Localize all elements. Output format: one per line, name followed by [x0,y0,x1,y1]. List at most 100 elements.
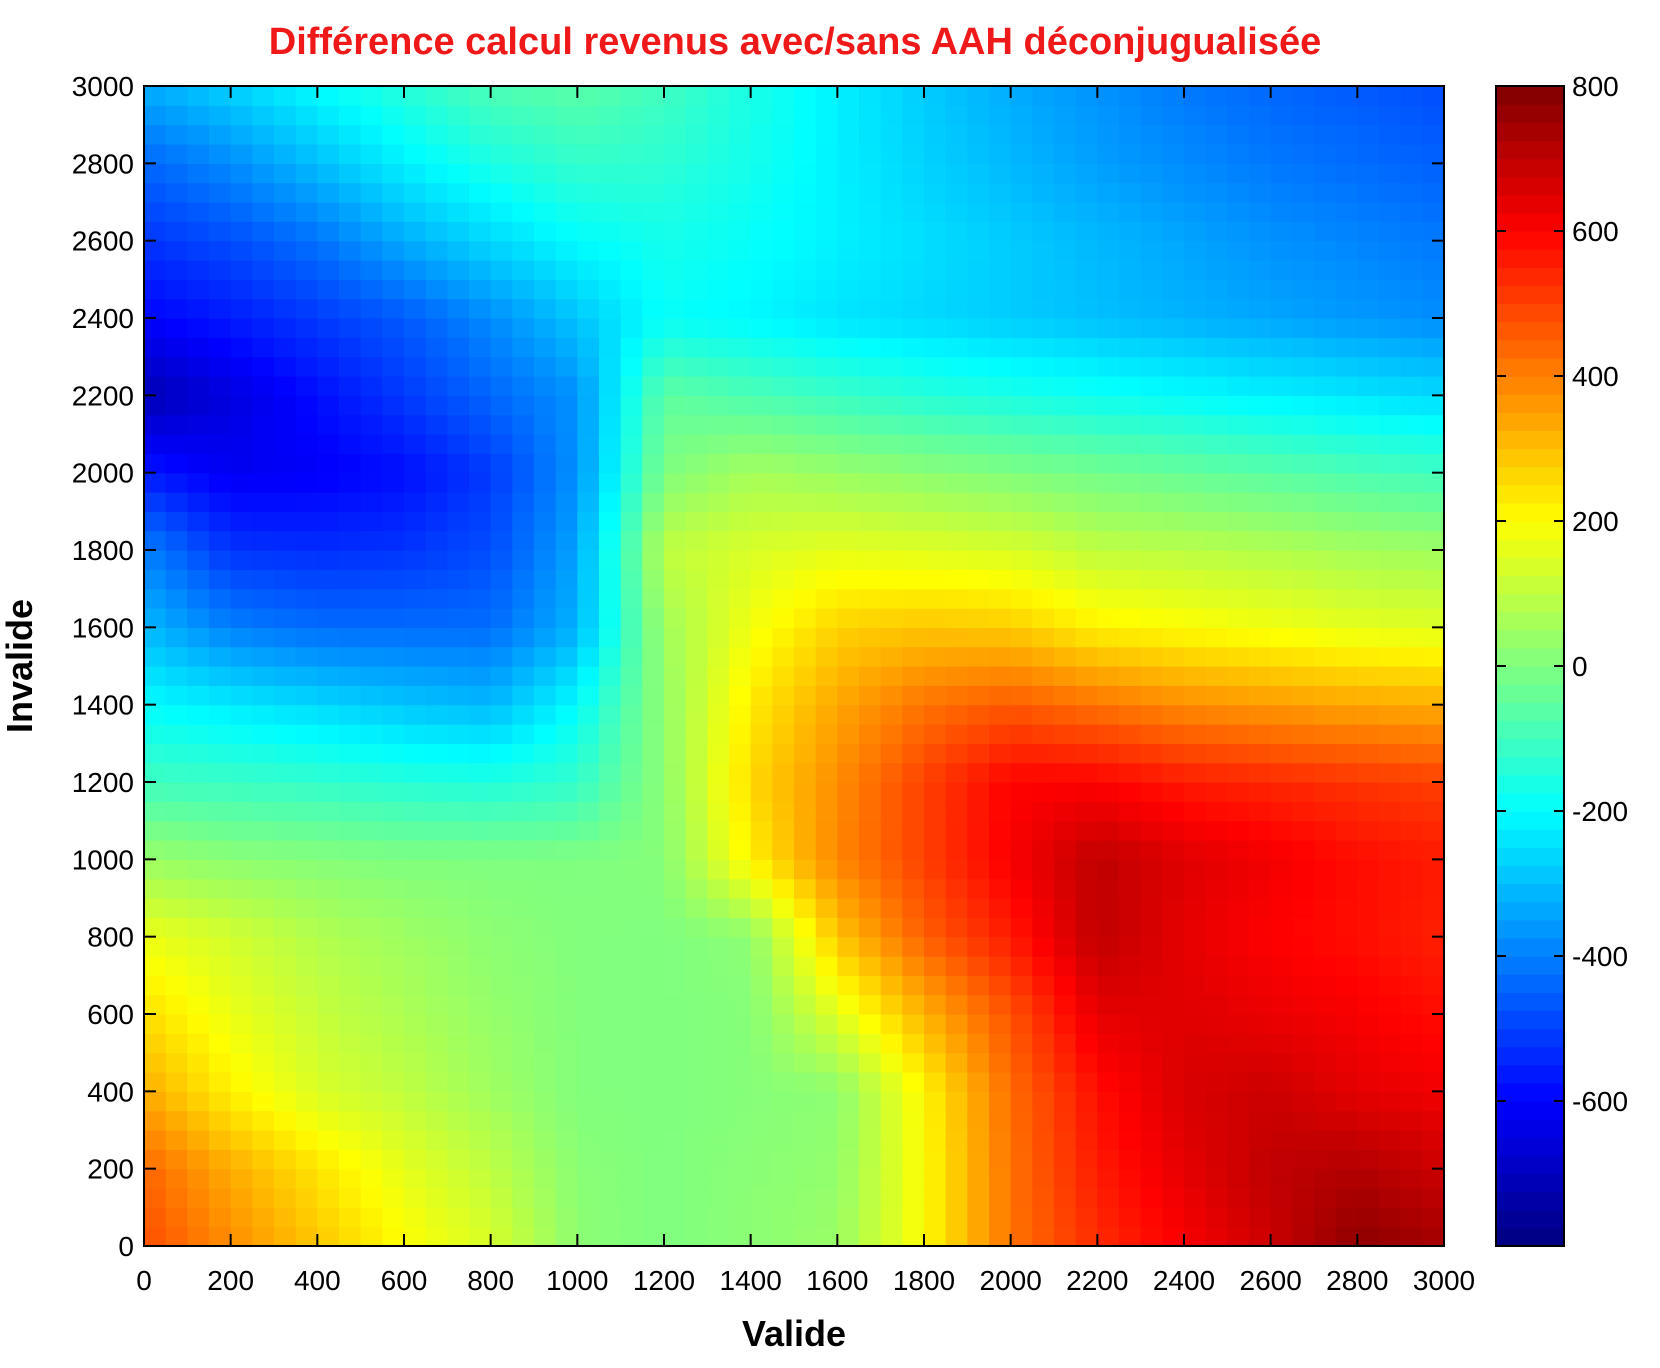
heatmap-cell [1205,163,1228,184]
heatmap-cell [317,453,340,474]
heatmap-cell [512,1052,535,1073]
heatmap-cell [1054,956,1077,976]
heatmap-cell [1119,163,1142,184]
heatmap-cell [230,511,253,532]
heatmap-cell [555,1033,578,1054]
heatmap-cell [165,1188,188,1208]
heatmap-cell [837,414,860,435]
heatmap-cell [490,124,513,145]
y-tick-label: 1800 [72,535,134,566]
heatmap-cell [1227,1168,1250,1189]
heatmap-cell [1054,608,1077,628]
heatmap-cell [1292,646,1315,667]
heatmap-cell [642,878,665,899]
heatmap-cell [577,492,600,512]
heatmap-cell [252,202,275,222]
heatmap-cell [1335,1149,1358,1170]
heatmap-cell [165,1072,188,1092]
heatmap-cell [447,414,470,435]
heatmap-cell [1422,376,1445,396]
heatmap-cell [1140,318,1163,338]
heatmap-cell [165,646,188,667]
heatmap-cell [664,221,687,242]
heatmap-cell [1249,550,1272,570]
heatmap-cell [1357,956,1380,976]
heatmap-cell [664,1072,687,1092]
heatmap-cell [230,260,253,280]
heatmap-cell [1010,704,1033,725]
heatmap-cell [1314,279,1337,300]
heatmap-cell [252,240,275,261]
heatmap-cell [1075,376,1098,396]
heatmap-cell [924,878,947,899]
heatmap-cell [144,762,167,783]
heatmap-cell [837,1130,860,1150]
heatmap-cell [274,298,297,319]
heatmap-cell [425,588,448,609]
heatmap-cell [1140,337,1163,358]
heatmap-cell [1400,956,1423,976]
heatmap-cell [1205,356,1228,377]
heatmap-cell [1249,588,1272,609]
heatmap-cell [815,878,838,899]
heatmap-cell [360,472,383,493]
heatmap-cell [447,318,470,338]
heatmap-cell [837,627,860,648]
heatmap-cell [837,144,860,164]
heatmap-cell [750,820,773,841]
heatmap-cell [165,356,188,377]
heatmap-cell [750,144,773,164]
heatmap-cell [815,337,838,358]
heatmap-cell [1119,298,1142,319]
heatmap-cell [1292,337,1315,358]
heatmap-cell [1054,298,1077,319]
heatmap-cell [1422,956,1445,976]
heatmap-cell [599,279,622,300]
heatmap-cell [859,956,882,976]
heatmap-cell [1227,878,1250,899]
heatmap-cell [1205,1130,1228,1150]
heatmap-cell [404,240,427,261]
heatmap-cell [989,86,1012,106]
heatmap-cell [1227,1226,1250,1247]
heatmap-cell [1335,395,1358,416]
heatmap-cell [1162,1130,1185,1150]
heatmap-cell [945,782,968,802]
heatmap-cell [209,260,232,280]
heatmap-cell [187,1110,210,1131]
heatmap-cell [599,105,622,126]
heatmap-cell [230,627,253,648]
heatmap-cell [772,1168,795,1189]
heatmap-cell [317,801,340,822]
heatmap-cell [642,279,665,300]
heatmap-cell [382,105,405,126]
heatmap-cell [1010,279,1033,300]
heatmap-cell [165,743,188,764]
heatmap-cell [1184,588,1207,609]
heatmap-cell [382,1014,405,1034]
heatmap-cell [1054,1072,1077,1092]
heatmap-cell [1032,1226,1055,1247]
heatmap-cell [404,898,427,918]
heatmap-cell [317,376,340,396]
heatmap-cell [967,782,990,802]
heatmap-cell [1032,144,1055,164]
heatmap-cell [599,182,622,203]
heatmap-cell [880,956,903,976]
heatmap-cell [425,1226,448,1247]
heatmap-cell [187,917,210,938]
heatmap-cell [144,202,167,222]
heatmap-cell [1162,260,1185,280]
heatmap-cell [469,1091,492,1112]
heatmap-cell [295,1207,318,1228]
heatmap-cell [339,762,362,783]
heatmap-cell [512,124,535,145]
heatmap-cell [1249,859,1272,880]
heatmap-cell [1140,588,1163,609]
x-tick-label: 1000 [546,1265,608,1296]
heatmap-cell [404,956,427,976]
heatmap-cell [404,86,427,106]
heatmap-cell [317,550,340,570]
heatmap-cell [1075,318,1098,338]
heatmap-cell [685,840,708,860]
